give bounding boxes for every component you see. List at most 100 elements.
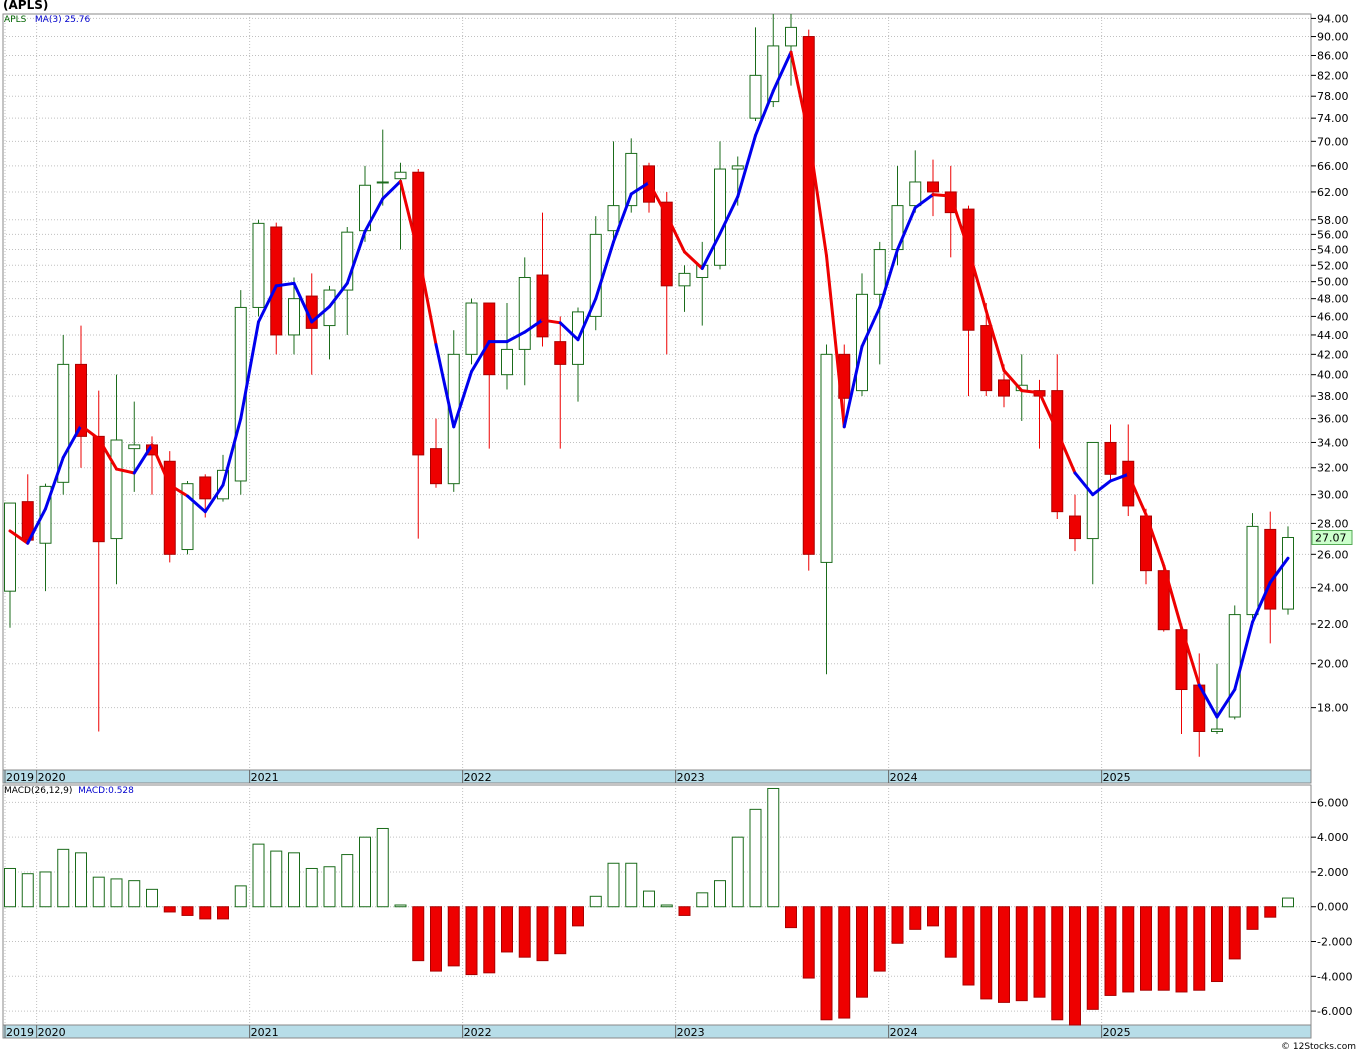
- candle-up: [1228, 614, 1241, 718]
- macd-bar-positive: [394, 904, 407, 908]
- macd-label: MACD(26,12,9): [4, 786, 73, 796]
- macd-bar-positive: [270, 850, 283, 908]
- candle-down: [1104, 441, 1117, 475]
- ma3-segment: [629, 181, 651, 196]
- ma3-segment: [310, 305, 331, 324]
- ma3-segment: [416, 251, 438, 347]
- macd-bar-positive: [305, 867, 318, 908]
- ma3-segment: [878, 248, 899, 309]
- price-tick-label: 58.00: [1317, 214, 1349, 227]
- macd-bar-positive: [21, 873, 34, 908]
- price-tick-label: 34.00: [1317, 436, 1349, 449]
- macd-bars: [4, 787, 1294, 1026]
- candle-up: [128, 444, 141, 450]
- price-tick-label: 32.00: [1317, 462, 1349, 475]
- price-tick-label: 38.00: [1317, 390, 1349, 403]
- macd-bar-positive: [288, 852, 300, 908]
- candle-down: [199, 476, 212, 500]
- macd-bar-positive: [625, 862, 638, 908]
- macd-bar-negative: [447, 906, 460, 967]
- macd-bar-negative: [785, 906, 797, 929]
- macd-tick-label: -2.000: [1317, 936, 1352, 949]
- candle-up: [820, 353, 833, 563]
- macd-bar-negative: [1033, 906, 1046, 998]
- ma3-segment: [452, 370, 473, 429]
- price-tick-label: 62.00: [1317, 186, 1349, 199]
- year-label: 2023: [677, 771, 705, 784]
- candle-up: [909, 181, 922, 207]
- date-axis-band: [2, 769, 1312, 784]
- ma3-segment: [61, 424, 83, 459]
- macd-bar-negative: [856, 906, 868, 998]
- macd-bar-positive: [376, 827, 389, 908]
- price-tick-label: 26.00: [1317, 548, 1349, 561]
- macd-bar-negative: [1104, 906, 1117, 996]
- ma3-segment: [789, 50, 811, 137]
- price-tick-label: 52.00: [1317, 259, 1349, 272]
- ma3-segment: [896, 206, 917, 252]
- macd-bar-negative: [1175, 906, 1188, 993]
- year-label: 2022: [464, 771, 492, 784]
- candle-up: [625, 152, 638, 207]
- candle-down: [92, 435, 105, 543]
- ma3-segment: [825, 254, 846, 429]
- macd-bar-positive: [39, 871, 52, 908]
- legend-ma-value: 25.76: [64, 15, 91, 25]
- macd-bar-negative: [909, 906, 922, 930]
- year-label: 2025: [1103, 1026, 1131, 1039]
- candle-up: [856, 293, 868, 392]
- year-label: 2019: [6, 1026, 34, 1039]
- macd-bar-positive: [92, 876, 105, 908]
- ma3-segment: [523, 318, 544, 334]
- macd-bar-negative: [483, 906, 496, 974]
- macd-bar-negative: [554, 906, 567, 955]
- macd-bar-negative: [1246, 906, 1259, 930]
- year-label: 2019: [6, 771, 34, 784]
- macd-bar-positive: [57, 848, 70, 908]
- candle-down: [270, 226, 283, 336]
- macd-bar-negative: [412, 906, 425, 962]
- price-tick-label: 70.00: [1317, 135, 1349, 148]
- ma3-segment: [1038, 391, 1059, 434]
- macd-date-axis: 2019 2020 2021 2022 2023 2024 2025: [2, 1024, 1312, 1039]
- candle-up: [749, 74, 762, 119]
- macd-bar-positive: [643, 890, 655, 908]
- price-tick-label: 30.00: [1317, 489, 1349, 502]
- candle-up: [1211, 728, 1223, 732]
- ma3-segment: [683, 250, 704, 271]
- macd-tick-label: 0.000: [1317, 901, 1349, 914]
- last-price-box: [1311, 529, 1353, 545]
- ma3-segment: [718, 195, 740, 236]
- price-tick-label: 24.00: [1317, 582, 1349, 595]
- candle-up: [1282, 536, 1294, 610]
- candle-up: [4, 502, 16, 592]
- candle-up: [785, 26, 797, 47]
- macd-bar-negative: [1140, 906, 1152, 991]
- candle-down: [1264, 528, 1277, 610]
- credit-text: © 12Stocks.com: [1281, 1042, 1356, 1052]
- macd-bar-negative: [998, 906, 1010, 1003]
- macd-bar-negative: [536, 906, 549, 962]
- macd-bar-positive: [252, 843, 265, 908]
- ma3-segment: [292, 281, 314, 324]
- macd-value-label: MACD:0.528: [78, 786, 134, 796]
- year-label: 2020: [38, 1026, 66, 1039]
- price-tick-label: 54.00: [1317, 244, 1349, 257]
- ma3-segment: [754, 89, 775, 137]
- macd-grid: -6.000 -4.000 -2.000 0.000 2.000 4.000 6.000: [3, 796, 1352, 1018]
- candle-down: [163, 460, 176, 555]
- candle-down: [962, 208, 975, 331]
- ma3-segment: [1197, 683, 1219, 719]
- ma3-segment: [1233, 620, 1254, 692]
- ma3-segment: [541, 318, 562, 325]
- price-tick-label: 86.00: [1317, 50, 1349, 63]
- candle-up: [518, 276, 531, 350]
- candle-down: [430, 448, 442, 485]
- legend-symbol: APLS: [4, 15, 27, 25]
- macd-legend: MACD(26,12,9) MACD:0.528: [4, 786, 134, 796]
- price-tick-label: 66.00: [1317, 160, 1349, 173]
- ma3-segment: [1162, 564, 1183, 630]
- price-tick-label: 42.00: [1317, 348, 1349, 361]
- macd-bar-negative: [838, 906, 851, 1019]
